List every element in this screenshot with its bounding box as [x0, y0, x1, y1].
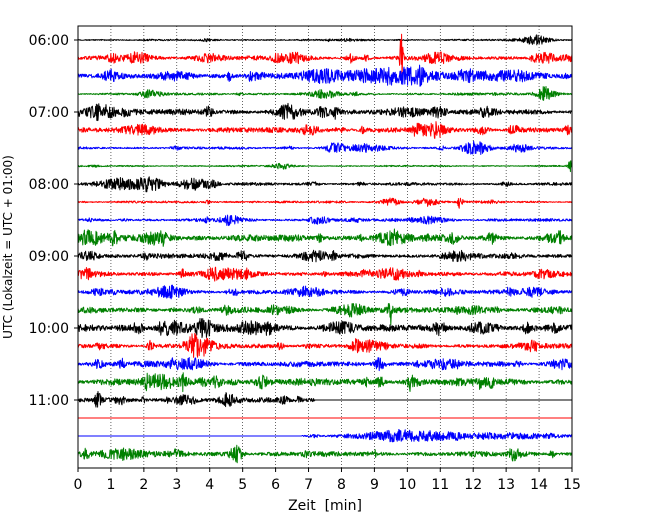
trace-row-12: [77, 249, 573, 263]
trace-row-22: [77, 429, 573, 443]
x-tick-label: 7: [304, 477, 313, 493]
x-tick-label: 6: [271, 477, 280, 493]
y-tick-label: 07:00: [29, 105, 69, 121]
trace-row-19: [77, 372, 573, 393]
y-axis-label: UTC (Lokalzeit = UTC + 01:00): [1, 155, 15, 339]
y-tick-label: 09:00: [29, 249, 69, 265]
trace-row-7: [77, 160, 573, 173]
y-tick-label: 11:00: [29, 393, 69, 409]
x-tick-label: 3: [172, 477, 181, 493]
trace-row-10: [77, 214, 573, 227]
trace-row-5: [77, 121, 573, 139]
x-tick-label: 5: [238, 477, 247, 493]
trace-row-15: [77, 303, 573, 326]
y-tick-label: 10:00: [29, 321, 69, 337]
trace-row-23: [77, 444, 573, 464]
x-axis-label: Zeit [min]: [288, 498, 362, 514]
x-tick-label: 0: [74, 477, 83, 493]
trace-row-0: [77, 34, 573, 46]
trace-row-20: [77, 391, 573, 408]
trace-row-1: [77, 33, 573, 75]
x-tick-label: 11: [431, 477, 449, 493]
x-tick-label: 8: [337, 477, 346, 493]
trace-row-16: [77, 318, 573, 338]
trace-row-8: [77, 176, 573, 193]
seismogram-traces: [77, 33, 573, 464]
trace-row-6: [77, 140, 573, 155]
x-tick-label: 15: [563, 477, 581, 493]
x-tick-label: 10: [398, 477, 416, 493]
x-tick-label: 12: [464, 477, 482, 493]
x-tick-label: 14: [530, 477, 548, 493]
trace-row-18: [77, 357, 573, 372]
trace-row-3: [77, 86, 573, 101]
y-tick-label: 08:00: [29, 177, 69, 193]
trace-row-9: [77, 197, 573, 209]
plot-frame: [77, 25, 573, 469]
y-axis-ticks: 06:00 07:00 08:00 09:00 10:00 11:00: [29, 33, 78, 409]
trace-row-2: [77, 64, 573, 87]
trace-row-13: [77, 266, 573, 282]
trace-row-4: [77, 102, 573, 122]
x-tick-label: 2: [139, 477, 148, 493]
x-tick-label: 4: [205, 477, 214, 493]
trace-row-17: [77, 332, 573, 358]
y-tick-label: 06:00: [29, 33, 69, 49]
x-axis-ticks: 0 1 2 3 4 5 6 7 8 9 10 11 12 13 14 15: [74, 468, 581, 493]
trace-row-14: [77, 284, 573, 300]
x-tick-label: 1: [106, 477, 115, 493]
trace-row-11: [77, 228, 573, 247]
x-tick-label: 13: [497, 477, 515, 493]
x-tick-label: 9: [370, 477, 379, 493]
